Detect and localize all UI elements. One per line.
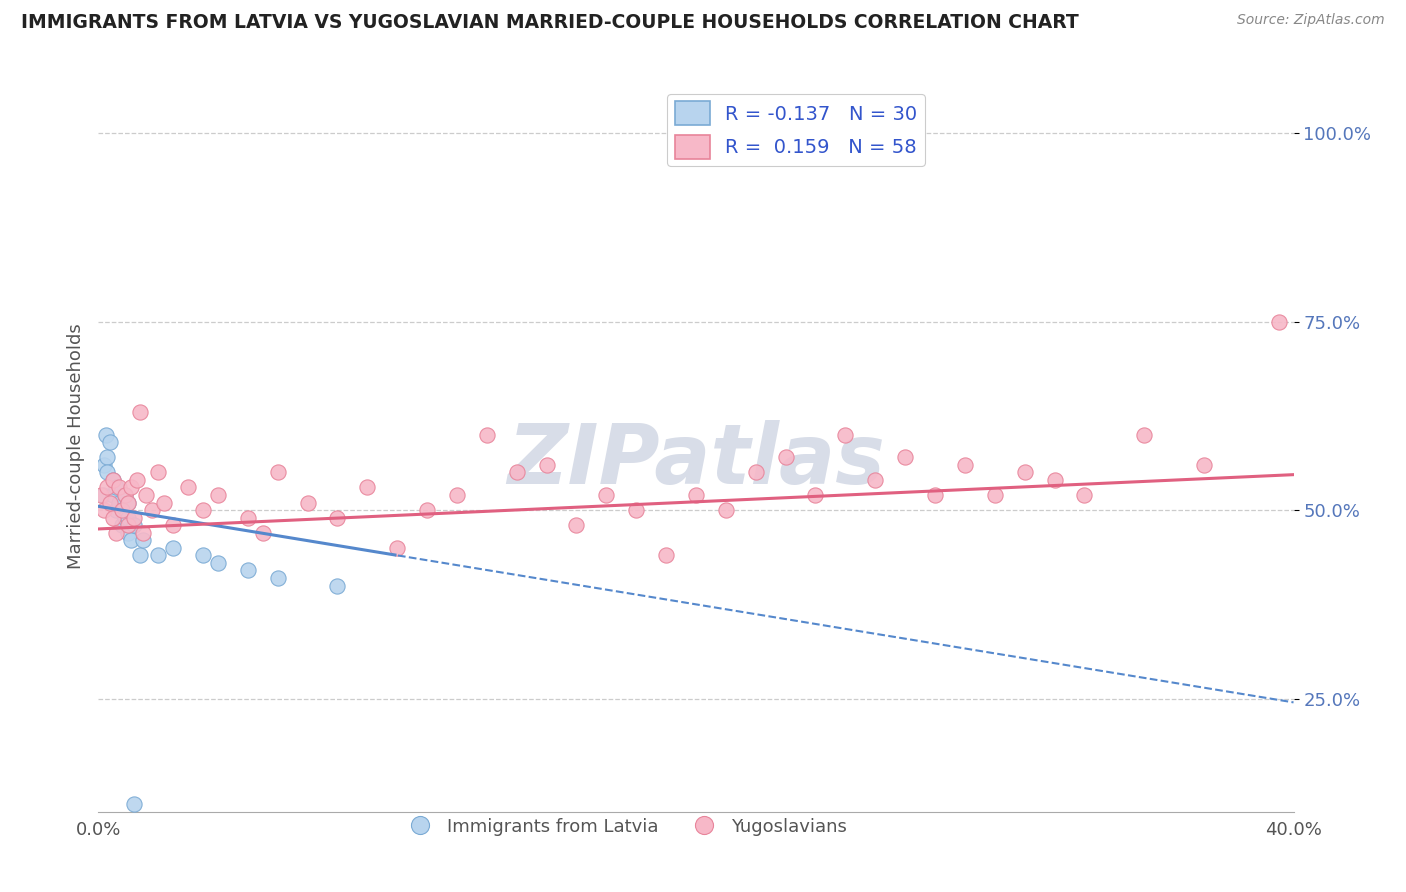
Point (105, 503, 128, 517)
Point (191, 503, 214, 517)
Point (236, 563, 259, 577)
Point (124, 518, 146, 533)
Point (94, 427, 117, 442)
Point (595, 488, 617, 502)
Point (127, 473, 149, 487)
Legend: Immigrants from Latvia, Yugoslavians: Immigrants from Latvia, Yugoslavians (395, 811, 853, 843)
Point (326, 510, 349, 524)
Point (111, 518, 134, 533)
Point (103, 473, 125, 487)
Point (714, 503, 737, 517)
Point (207, 488, 229, 502)
Point (96, 466, 118, 480)
Point (96, 450, 118, 465)
Text: ZIPatlas: ZIPatlas (508, 420, 884, 501)
Point (177, 480, 200, 494)
Point (536, 458, 558, 472)
Point (111, 503, 134, 517)
Point (108, 495, 131, 509)
Text: IMMIGRANTS FROM LATVIA VS YUGOSLAVIAN MARRIED-COUPLE HOUSEHOLDS CORRELATION CHAR: IMMIGRANTS FROM LATVIA VS YUGOSLAVIAN MA… (21, 13, 1078, 32)
Point (834, 427, 856, 442)
Point (132, 525, 155, 540)
Point (108, 480, 131, 494)
Point (124, 510, 146, 524)
Point (207, 556, 229, 570)
Point (775, 450, 797, 465)
Point (103, 488, 125, 502)
Point (135, 488, 157, 502)
Point (1192, 458, 1215, 472)
Point (148, 466, 170, 480)
Point (124, 797, 146, 812)
Point (96, 480, 118, 494)
Point (267, 571, 290, 585)
Point (105, 480, 128, 494)
Point (129, 549, 152, 563)
Point (114, 488, 136, 502)
Point (90, 488, 112, 502)
Point (1043, 473, 1066, 487)
Point (98, 495, 122, 509)
Point (105, 525, 128, 540)
Point (506, 466, 529, 480)
Point (114, 488, 136, 502)
Point (267, 466, 290, 480)
Point (114, 510, 136, 524)
Point (385, 541, 409, 555)
Point (191, 549, 214, 563)
Point (655, 549, 678, 563)
Point (129, 405, 152, 419)
Point (1267, 315, 1289, 329)
Point (297, 495, 319, 509)
Point (1073, 488, 1095, 502)
Point (894, 450, 917, 465)
Point (117, 518, 139, 533)
Point (236, 510, 259, 524)
Point (475, 427, 498, 442)
Point (416, 503, 439, 517)
Point (685, 488, 707, 502)
Point (252, 525, 274, 540)
Point (103, 510, 125, 524)
Point (924, 488, 946, 502)
Point (162, 518, 184, 533)
Point (446, 488, 468, 502)
Text: Source: ZipAtlas.com: Source: ZipAtlas.com (1237, 13, 1385, 28)
Point (148, 549, 170, 563)
Point (117, 495, 139, 509)
Point (1014, 466, 1036, 480)
Point (565, 518, 588, 533)
Point (626, 503, 648, 517)
Point (91, 488, 114, 502)
Point (1133, 427, 1156, 442)
Point (93, 503, 115, 517)
Point (93, 458, 115, 472)
Point (326, 578, 349, 592)
Point (98, 435, 122, 450)
Point (111, 503, 134, 517)
Point (953, 458, 976, 472)
Point (153, 495, 176, 509)
Point (117, 495, 139, 509)
Point (356, 480, 378, 494)
Point (120, 480, 142, 494)
Point (745, 466, 768, 480)
Point (865, 473, 887, 487)
Point (117, 510, 139, 524)
Y-axis label: Married-couple Households: Married-couple Households (66, 323, 84, 569)
Point (162, 541, 184, 555)
Point (984, 488, 1007, 502)
Point (120, 533, 142, 548)
Point (117, 525, 139, 540)
Point (141, 503, 163, 517)
Point (103, 473, 125, 487)
Point (132, 533, 155, 548)
Point (804, 488, 827, 502)
